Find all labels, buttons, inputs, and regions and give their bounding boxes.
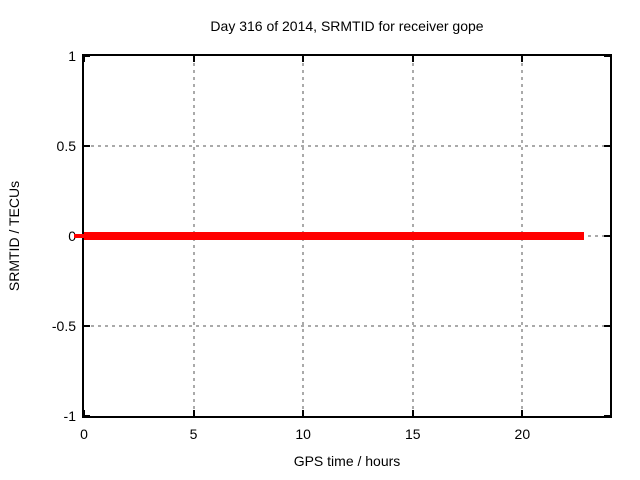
x-tick-mark-top bbox=[84, 56, 85, 62]
x-tick-mark-top bbox=[192, 56, 195, 62]
x-tick-mark-top bbox=[521, 56, 524, 62]
y-tick-mark-left bbox=[84, 325, 90, 327]
x-axis-label: GPS time / hours bbox=[293, 453, 401, 469]
y-tick-mark-left bbox=[84, 56, 90, 57]
x-tick-mark-bottom bbox=[192, 410, 195, 416]
y-tick-label: -1 bbox=[63, 408, 76, 424]
y-tick-label: 0.5 bbox=[56, 138, 76, 154]
y-tick-mark-left bbox=[84, 415, 90, 416]
x-tick-label: 0 bbox=[80, 426, 88, 442]
y-tick-mark-right bbox=[604, 235, 610, 237]
series-line bbox=[84, 232, 584, 240]
series-zero-tick bbox=[74, 234, 84, 238]
y-tick-mark-right bbox=[604, 145, 610, 147]
y-tick-mark-right bbox=[604, 415, 610, 416]
x-tick-mark-bottom bbox=[521, 410, 524, 416]
x-tick-mark-bottom bbox=[411, 410, 414, 416]
x-tick-mark-bottom bbox=[302, 410, 305, 416]
x-tick-mark-bottom bbox=[84, 410, 85, 416]
y-tick-mark-right bbox=[604, 56, 610, 57]
plot-area bbox=[84, 56, 610, 416]
y-tick-label: 1 bbox=[68, 48, 76, 64]
x-tick-mark-top bbox=[302, 56, 305, 62]
y-tick-label: -0.5 bbox=[51, 318, 76, 334]
y-tick-mark-right bbox=[604, 325, 610, 327]
chart-title: Day 316 of 2014, SRMTID for receiver gop… bbox=[210, 18, 484, 34]
y-tick-label: 0 bbox=[68, 228, 76, 244]
x-tick-label: 20 bbox=[514, 426, 531, 442]
gridline-y bbox=[84, 325, 610, 327]
x-tick-label: 15 bbox=[404, 426, 421, 442]
y-tick-mark-left bbox=[84, 145, 90, 147]
x-tick-label: 5 bbox=[189, 426, 198, 442]
x-tick-mark-top bbox=[411, 56, 414, 62]
x-tick-label: 10 bbox=[295, 426, 311, 442]
gridline-y bbox=[84, 145, 610, 147]
